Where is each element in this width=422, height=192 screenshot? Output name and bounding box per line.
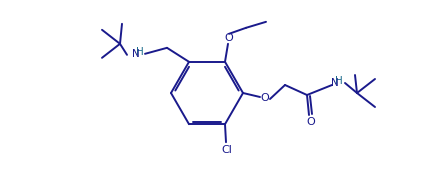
- Text: O: O: [307, 117, 315, 127]
- Text: N: N: [331, 78, 339, 88]
- Text: H: H: [335, 76, 343, 86]
- Text: Cl: Cl: [222, 145, 233, 155]
- Text: O: O: [225, 33, 233, 43]
- Text: H: H: [136, 47, 144, 57]
- Text: O: O: [261, 93, 269, 103]
- Text: N: N: [132, 49, 140, 59]
